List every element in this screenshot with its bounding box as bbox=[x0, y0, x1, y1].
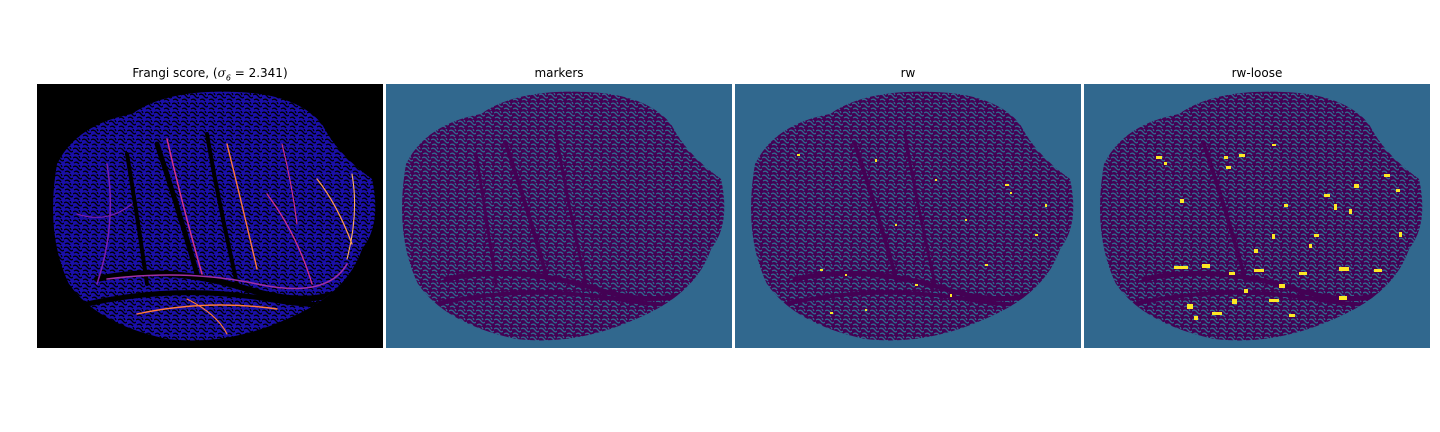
markers-title: markers bbox=[534, 66, 584, 80]
rw-title: rw bbox=[900, 66, 916, 80]
rw-image bbox=[735, 84, 1081, 348]
rw-loose-image bbox=[1084, 84, 1430, 348]
markers-image bbox=[386, 84, 732, 348]
frangi-title: Frangi score, (σ6 = 2.341) bbox=[132, 66, 288, 83]
frangi-image bbox=[37, 84, 383, 348]
rw-loose-title: rw-loose bbox=[1231, 66, 1283, 80]
